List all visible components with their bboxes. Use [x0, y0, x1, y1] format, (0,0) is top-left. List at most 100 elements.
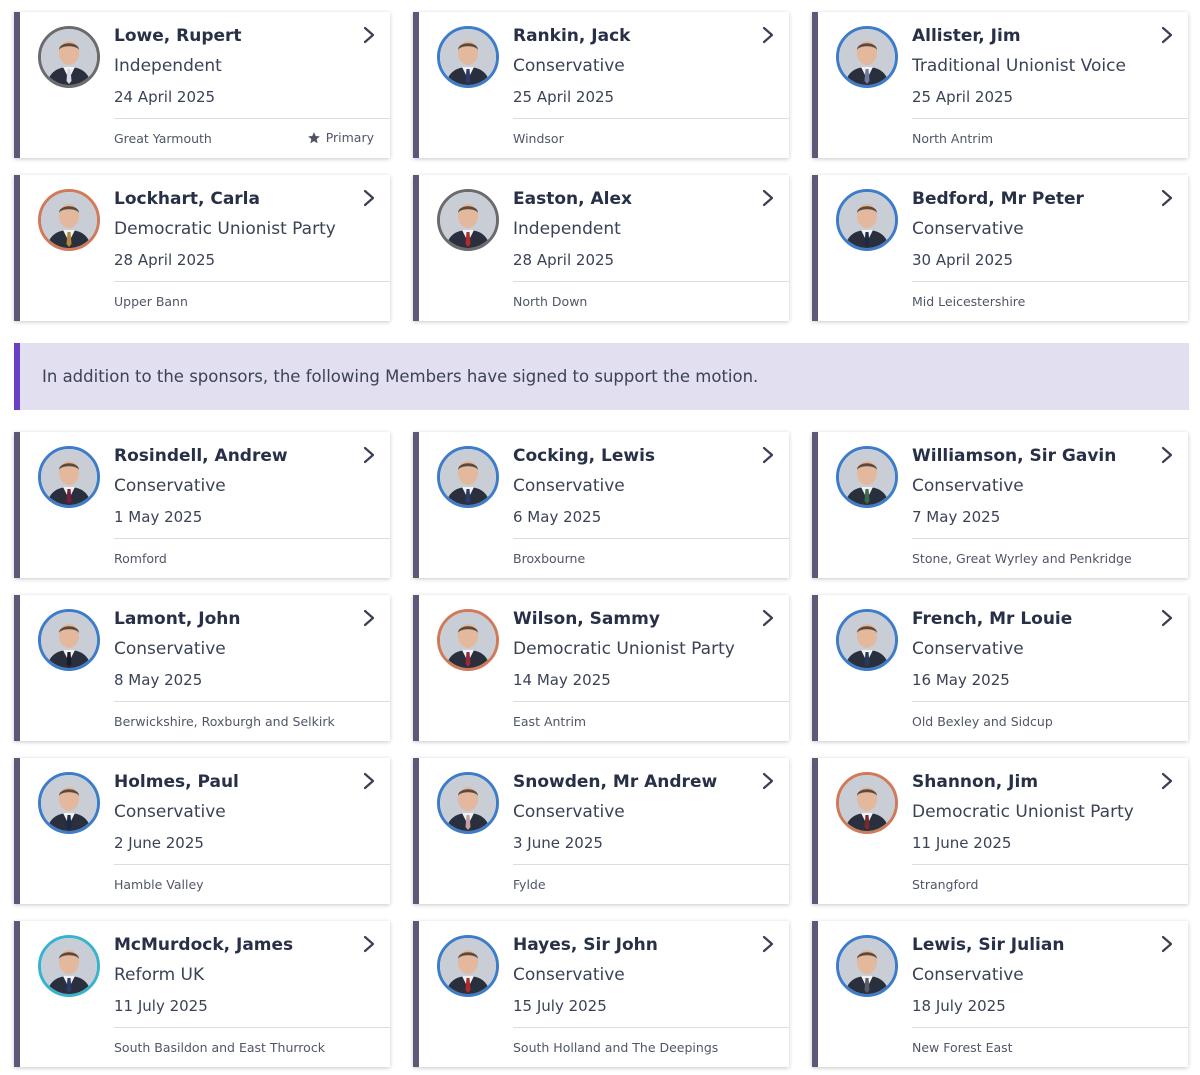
member-signed-date: 11 June 2025	[912, 834, 1012, 852]
member-name[interactable]: Snowden, Mr Andrew	[513, 772, 718, 792]
card-divider	[912, 118, 1188, 119]
member-constituency: East Antrim	[513, 714, 587, 729]
member-card[interactable]: Cocking, Lewis Conservative 6 May 2025 B…	[413, 432, 789, 578]
member-avatar	[437, 189, 499, 251]
chevron-right-icon[interactable]	[362, 189, 376, 207]
member-card[interactable]: Lowe, Rupert Independent 24 April 2025 G…	[14, 12, 390, 158]
chevron-right-icon[interactable]	[761, 772, 775, 790]
member-constituency: South Holland and The Deepings	[513, 1040, 719, 1055]
member-name[interactable]: Bedford, Mr Peter	[912, 189, 1084, 209]
member-signed-date: 24 April 2025	[114, 88, 216, 106]
member-card[interactable]: Holmes, Paul Conservative 2 June 2025 Ha…	[14, 758, 390, 904]
member-avatar	[38, 446, 100, 508]
member-avatar	[836, 772, 898, 834]
member-card[interactable]: Hayes, Sir John Conservative 15 July 202…	[413, 921, 789, 1067]
member-party: Conservative	[912, 219, 1024, 239]
member-card[interactable]: Shannon, Jim Democratic Unionist Party 1…	[812, 758, 1188, 904]
member-name[interactable]: Lockhart, Carla	[114, 189, 260, 209]
chevron-right-icon[interactable]	[362, 26, 376, 44]
chevron-right-icon[interactable]	[761, 935, 775, 953]
member-signed-date: 25 April 2025	[513, 88, 615, 106]
member-party: Conservative	[912, 965, 1024, 985]
member-card[interactable]: Allister, Jim Traditional Unionist Voice…	[812, 12, 1188, 158]
chevron-right-icon[interactable]	[761, 189, 775, 207]
card-divider	[513, 701, 789, 702]
member-avatar	[836, 609, 898, 671]
primary-sponsor-badge: Primary	[307, 130, 374, 145]
member-card[interactable]: Lamont, John Conservative 8 May 2025 Ber…	[14, 595, 390, 741]
card-divider	[114, 701, 390, 702]
member-card[interactable]: Lockhart, Carla Democratic Unionist Part…	[14, 175, 390, 321]
member-party: Conservative	[513, 56, 625, 76]
member-card[interactable]: Easton, Alex Independent 28 April 2025 N…	[413, 175, 789, 321]
member-name[interactable]: Wilson, Sammy	[513, 609, 660, 629]
member-constituency: New Forest East	[912, 1040, 1013, 1055]
member-card[interactable]: Wilson, Sammy Democratic Unionist Party …	[413, 595, 789, 741]
member-avatar	[38, 935, 100, 997]
member-name[interactable]: Lamont, John	[114, 609, 241, 629]
member-name[interactable]: Rosindell, Andrew	[114, 446, 288, 466]
chevron-right-icon[interactable]	[761, 609, 775, 627]
member-party: Conservative	[114, 802, 226, 822]
member-constituency: Broxbourne	[513, 551, 586, 566]
chevron-right-icon[interactable]	[1160, 772, 1174, 790]
member-signed-date: 8 May 2025	[114, 671, 203, 689]
primary-label: Primary	[325, 130, 374, 145]
member-signed-date: 28 April 2025	[513, 251, 615, 269]
member-card[interactable]: Lewis, Sir Julian Conservative 18 July 2…	[812, 921, 1188, 1067]
member-name[interactable]: McMurdock, James	[114, 935, 294, 955]
member-name[interactable]: French, Mr Louie	[912, 609, 1073, 629]
member-name[interactable]: Cocking, Lewis	[513, 446, 656, 466]
member-name[interactable]: Lewis, Sir Julian	[912, 935, 1065, 955]
member-name[interactable]: Allister, Jim	[912, 26, 1021, 46]
member-avatar	[38, 189, 100, 251]
member-name[interactable]: Hayes, Sir John	[513, 935, 658, 955]
member-card[interactable]: Rankin, Jack Conservative 25 April 2025 …	[413, 12, 789, 158]
chevron-right-icon[interactable]	[1160, 935, 1174, 953]
card-divider	[114, 281, 390, 282]
chevron-right-icon[interactable]	[362, 609, 376, 627]
chevron-right-icon[interactable]	[362, 935, 376, 953]
card-divider	[912, 701, 1188, 702]
card-divider	[114, 538, 390, 539]
chevron-right-icon[interactable]	[1160, 189, 1174, 207]
member-constituency: Windsor	[513, 131, 564, 146]
member-name[interactable]: Lowe, Rupert	[114, 26, 242, 46]
card-divider	[513, 118, 789, 119]
member-name[interactable]: Williamson, Sir Gavin	[912, 446, 1117, 466]
member-card[interactable]: Bedford, Mr Peter Conservative 30 April …	[812, 175, 1188, 321]
chevron-right-icon[interactable]	[362, 772, 376, 790]
member-avatar	[38, 772, 100, 834]
member-name[interactable]: Rankin, Jack	[513, 26, 631, 46]
member-party: Conservative	[513, 965, 625, 985]
member-card[interactable]: Rosindell, Andrew Conservative 1 May 202…	[14, 432, 390, 578]
member-signed-date: 11 July 2025	[114, 997, 208, 1015]
member-signed-date: 15 July 2025	[513, 997, 607, 1015]
member-name[interactable]: Shannon, Jim	[912, 772, 1039, 792]
chevron-right-icon[interactable]	[1160, 609, 1174, 627]
member-constituency: North Down	[513, 294, 588, 309]
member-name[interactable]: Holmes, Paul	[114, 772, 239, 792]
chevron-right-icon[interactable]	[1160, 26, 1174, 44]
member-constituency: South Basildon and East Thurrock	[114, 1040, 325, 1055]
member-card[interactable]: Snowden, Mr Andrew Conservative 3 June 2…	[413, 758, 789, 904]
member-avatar	[437, 772, 499, 834]
chevron-right-icon[interactable]	[1160, 446, 1174, 464]
member-signed-date: 25 April 2025	[912, 88, 1014, 106]
member-card[interactable]: McMurdock, James Reform UK 11 July 2025 …	[14, 921, 390, 1067]
member-constituency: Upper Bann	[114, 294, 188, 309]
member-avatar	[437, 26, 499, 88]
sponsor-list: Lowe, Rupert Independent 24 April 2025 G…	[14, 12, 1189, 321]
chevron-right-icon[interactable]	[362, 446, 376, 464]
member-party: Independent	[513, 219, 621, 239]
chevron-right-icon[interactable]	[761, 446, 775, 464]
member-constituency: North Antrim	[912, 131, 994, 146]
member-party: Independent	[114, 56, 222, 76]
member-avatar	[836, 446, 898, 508]
member-card[interactable]: Williamson, Sir Gavin Conservative 7 May…	[812, 432, 1188, 578]
member-name[interactable]: Easton, Alex	[513, 189, 632, 209]
member-avatar	[437, 935, 499, 997]
chevron-right-icon[interactable]	[761, 26, 775, 44]
member-party: Democratic Unionist Party	[912, 802, 1134, 822]
member-card[interactable]: French, Mr Louie Conservative 16 May 202…	[812, 595, 1188, 741]
